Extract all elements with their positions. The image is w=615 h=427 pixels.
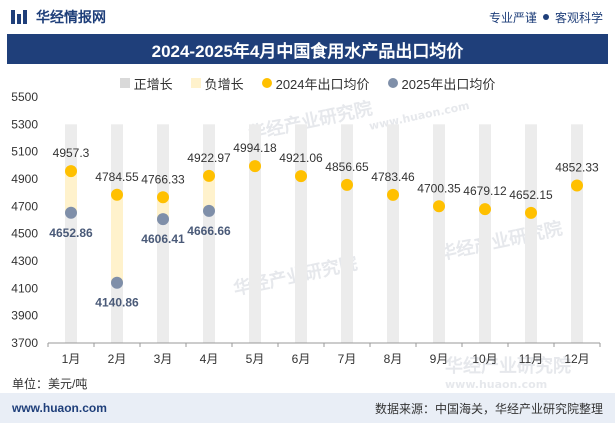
brand[interactable]: 华经情报网 xyxy=(0,7,106,27)
bar-negative xyxy=(203,175,215,211)
x-tick-label: 1月 xyxy=(62,352,81,366)
y-tick-label: 4900 xyxy=(11,172,38,186)
data-label-2025: 4652.86 xyxy=(49,226,93,240)
watermark-url: www.huaon.com xyxy=(368,99,471,133)
x-tick-label: 11月 xyxy=(519,352,543,366)
bar-background xyxy=(249,124,261,343)
x-tick-label: 3月 xyxy=(154,352,173,366)
bar-background xyxy=(341,124,353,343)
point-2025 xyxy=(203,204,215,217)
data-label-2024: 4957.3 xyxy=(53,146,90,160)
data-label-2024: 4922.97 xyxy=(187,151,231,165)
point-2025 xyxy=(111,276,123,289)
slogan: 专业严谨 客观科学 xyxy=(489,9,615,26)
point-2025 xyxy=(157,213,169,226)
x-tick-label: 6月 xyxy=(292,352,311,366)
chart-title-band: 2024-2025年4月中国食用水产品出口均价 xyxy=(7,34,608,64)
y-tick-label: 4300 xyxy=(11,254,38,268)
data-label-2025: 4140.86 xyxy=(95,296,139,310)
bar-background xyxy=(479,124,491,343)
footer-source: 数据来源：中国海关，华经产业研究院整理 xyxy=(374,401,603,416)
watermark-text: 华经产业研究院 xyxy=(445,355,571,377)
legend-item-2025: 2025年出口均价 xyxy=(387,74,496,93)
point-2024 xyxy=(295,170,307,183)
data-label-2025: 4606.41 xyxy=(141,232,185,246)
data-label-2024: 4700.35 xyxy=(417,181,461,195)
x-tick-label: 8月 xyxy=(384,352,403,366)
legend-item-2024: 2024年出口均价 xyxy=(261,74,370,93)
data-label-2024: 4783.46 xyxy=(371,170,415,184)
watermark-text: 华经产业研究院 xyxy=(246,97,374,145)
point-2025 xyxy=(65,206,77,219)
data-label-2024: 4856.65 xyxy=(325,160,369,174)
x-tick-label: 10月 xyxy=(472,352,497,366)
y-tick-label: 5500 xyxy=(11,90,38,104)
dot-separator-icon xyxy=(542,14,549,20)
point-2024 xyxy=(157,191,169,204)
bar-background xyxy=(157,124,169,343)
legend-swatch-2025 xyxy=(387,78,398,88)
bar-background xyxy=(387,124,399,343)
legend-item-positive: 正增长 xyxy=(119,74,173,93)
data-label-2024: 4852.33 xyxy=(555,161,599,175)
brand-logo-icon xyxy=(11,10,27,24)
x-tick-label: 7月 xyxy=(338,352,357,366)
bar-background xyxy=(525,124,537,343)
legend-label-2025: 2025年出口均价 xyxy=(401,76,496,92)
bar-background xyxy=(571,124,583,343)
legend-swatch-positive xyxy=(119,78,130,88)
top-bar: 华经情报网 专业严谨 客观科学 xyxy=(0,0,615,34)
y-tick-label: 4500 xyxy=(11,227,38,241)
chart-title: 2024-2025年4月中国食用水产品出口均价 xyxy=(151,41,464,61)
data-label-2024: 4766.33 xyxy=(141,172,185,186)
y-tick-label: 4700 xyxy=(11,199,38,213)
brand-name: 华经情报网 xyxy=(36,9,106,25)
y-tick-label: 4100 xyxy=(11,281,38,295)
point-2024 xyxy=(433,200,445,213)
bar-background xyxy=(433,124,445,343)
x-tick-label: 2月 xyxy=(108,352,127,366)
watermark-text: 华经产业研究院 xyxy=(436,217,564,265)
data-label-2024: 4994.18 xyxy=(233,141,277,155)
y-tick-label: 5300 xyxy=(11,117,38,131)
point-2024 xyxy=(203,169,215,182)
watermark-url: www.huaon.com xyxy=(445,378,547,391)
bar-negative xyxy=(157,197,169,220)
data-label-2024: 4784.55 xyxy=(95,170,139,184)
data-label-2024: 4921.06 xyxy=(279,151,323,165)
slogan-right: 客观科学 xyxy=(554,10,603,25)
point-2024 xyxy=(571,179,583,192)
x-tick-label: 12月 xyxy=(564,352,589,366)
point-2024 xyxy=(525,206,537,219)
chart-legend: 正增长 负增长 2024年出口均价 2025年出口均价 xyxy=(0,72,615,94)
legend-item-negative: 负增长 xyxy=(190,74,244,93)
y-tick-label: 3700 xyxy=(11,336,38,350)
data-label-2024: 4652.15 xyxy=(509,188,553,202)
point-2024 xyxy=(249,160,261,173)
slogan-left: 专业严谨 xyxy=(488,10,537,25)
point-2024 xyxy=(341,178,353,191)
point-2024 xyxy=(111,188,123,201)
bar-negative xyxy=(111,194,123,283)
x-tick-label: 9月 xyxy=(430,352,449,366)
footer-site-link[interactable]: www.huaon.com xyxy=(12,401,107,415)
y-tick-label: 5100 xyxy=(11,145,38,159)
point-2024 xyxy=(387,188,399,201)
footer: www.huaon.com 数据来源：中国海关，华经产业研究院整理 xyxy=(0,393,615,423)
x-tick-label: 4月 xyxy=(200,352,219,366)
legend-label-2024: 2024年出口均价 xyxy=(275,76,370,92)
legend-label-negative: 负增长 xyxy=(204,76,244,92)
y-tick-label: 3900 xyxy=(11,309,38,323)
unit-label: 单位：美元/吨 xyxy=(12,377,88,391)
data-label-2025: 4666.66 xyxy=(187,224,231,238)
x-tick-label: 5月 xyxy=(246,352,265,366)
point-2024 xyxy=(479,203,491,216)
bar-negative xyxy=(65,171,77,213)
point-2024 xyxy=(65,165,77,178)
data-label-2024: 4679.12 xyxy=(463,184,507,198)
legend-swatch-negative xyxy=(190,78,201,88)
legend-label-positive: 正增长 xyxy=(133,76,173,92)
legend-swatch-2024 xyxy=(261,78,272,88)
